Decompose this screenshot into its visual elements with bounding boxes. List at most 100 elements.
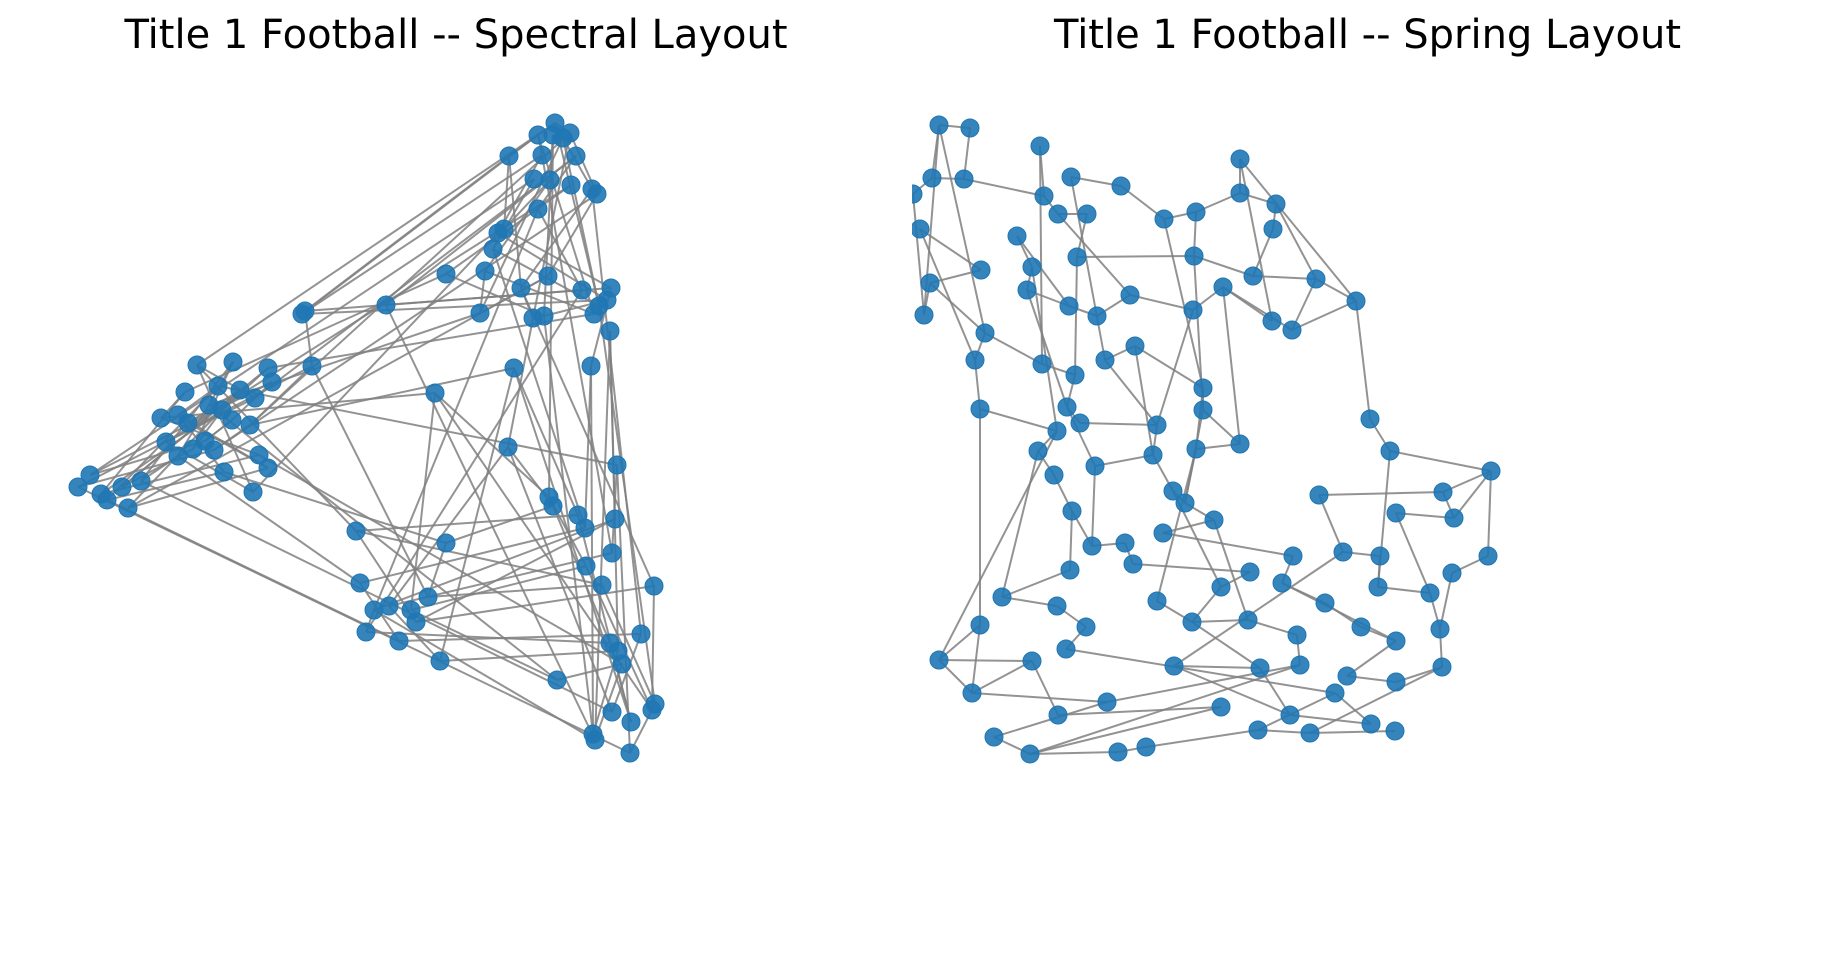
graph-node [1193,378,1213,398]
graph-node [1238,610,1258,630]
graph-edge [373,609,596,741]
graph-node [1368,577,1388,597]
graph-node [1125,336,1145,356]
graph-node [572,280,592,300]
graph-edge [1134,345,1154,456]
graph-edge [1001,450,1039,598]
graph-edge [591,188,642,635]
graph-node [1022,257,1042,277]
graph-node [566,146,586,166]
graph-node [532,145,552,165]
graph-node [1030,136,1050,156]
graph-node [1346,291,1366,311]
graph-node [561,175,581,195]
graph-edge [556,663,623,681]
graph-edge [1091,465,1096,547]
graph-node [1315,593,1335,613]
graph-node [488,223,508,243]
graph-node [1183,300,1203,320]
graph-node [612,654,632,674]
graph-edge [577,514,632,723]
graph-node [475,261,495,281]
graph-node [1386,503,1406,523]
graph-node [929,115,949,135]
spectral-edges [77,122,656,754]
graph-node [1164,656,1184,676]
graph-edge [1066,406,1096,467]
graph-edge [1453,470,1492,519]
graph-edge [1173,551,1344,667]
graph-node [543,496,563,516]
graph-node [1478,546,1498,566]
graph-edge [359,527,586,584]
graph-edge [552,505,611,644]
graph-node [1325,683,1345,703]
graph-edge [1070,176,1106,361]
graph-edge [1026,289,1068,408]
graph-edge [355,530,603,586]
graph-node [975,323,995,343]
spring-layout-title: Title 1 Football -- Spring Layout [1053,12,1681,58]
graph-node [1481,461,1501,481]
graph-edge [1309,730,1396,734]
graph-node [1060,560,1080,580]
spring-graph-canvas [912,115,1501,764]
graph-edge [1129,294,1194,311]
graph-edge [1395,512,1431,594]
graph-node [425,383,445,403]
graph-edge [1156,309,1194,426]
graph-node [1248,720,1268,740]
graph-edge [187,381,273,424]
graph-node [600,321,620,341]
graph-node [922,168,942,188]
graph-node [1070,413,1090,433]
graph-node [1385,721,1405,741]
graph-node [1154,209,1174,229]
graph-node [499,146,519,166]
graph-edge [1132,563,1251,573]
graph-edge [1355,300,1371,420]
graph-node [1065,365,1085,385]
graph-edge [106,499,400,642]
graph-node [1108,742,1128,762]
spectral-layout-title: Title 1 Football -- Spectral Layout [124,12,788,58]
graph-node [1193,400,1213,420]
graph-node [208,376,228,396]
graph-edge [252,232,499,493]
graph-edge [445,505,554,544]
graph-edge [1173,665,1261,669]
graph-node [204,440,224,460]
graph-edge [503,179,551,230]
graph-node [1386,631,1406,651]
graph-edge [963,178,1045,197]
graph-node [112,477,132,497]
graph-node [1230,434,1250,454]
graph-node [547,670,567,690]
graph-node [1433,482,1453,502]
graph-node [1044,465,1064,485]
graph-edge [1222,286,1241,445]
graph-node [240,415,260,435]
graph-node [175,382,195,402]
graph-node [607,455,627,475]
graph-node [970,615,990,635]
graph-node [1306,269,1326,289]
graph-node [1061,167,1081,187]
graph-node [585,730,605,750]
graph-edge [1213,519,1249,621]
graph-node [222,410,242,430]
graph-edge [1079,422,1158,426]
graph-node [1017,280,1037,300]
graph-node [1062,501,1082,521]
graph-node [1028,441,1048,461]
graph-node [1263,219,1283,239]
graph-edge [301,154,543,315]
graph-node [1351,617,1371,637]
graph-node [1243,266,1263,286]
graph-node [1111,176,1131,196]
graph-node [914,305,934,325]
graph-node [258,458,278,478]
graph-edge [507,317,534,448]
graph-node [156,432,176,452]
graph-edge [373,518,616,611]
